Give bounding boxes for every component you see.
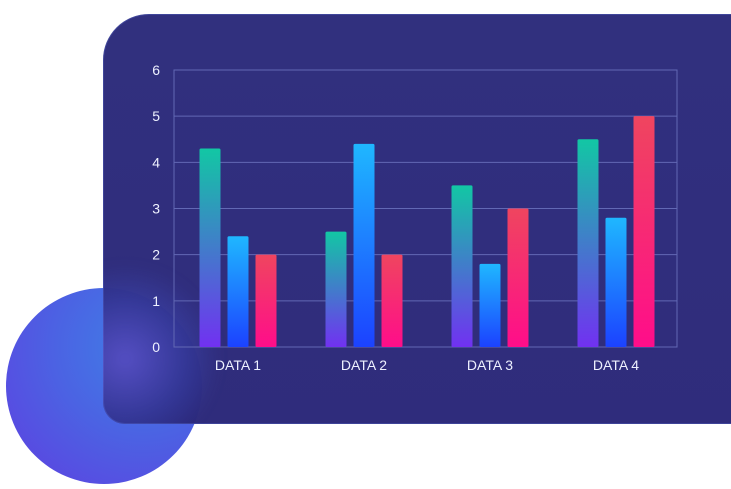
bars-layer <box>199 116 655 348</box>
bar-2-series-2 <box>353 143 375 347</box>
y-tick-label-5: 5 <box>152 108 160 124</box>
bar-1-series-2 <box>227 236 249 347</box>
bar-1-series-3 <box>255 254 277 347</box>
y-tick-label-4: 4 <box>152 154 160 170</box>
grid-layer <box>173 69 678 348</box>
axis-labels: 0 1 2 3 4 5 6 DATA 1 DATA 2 DATA 3 DATA 4 <box>152 62 639 373</box>
bar-3-series-2 <box>479 263 501 347</box>
x-tick-label-4: DATA 4 <box>593 357 639 373</box>
x-tick-label-2: DATA 2 <box>341 357 387 373</box>
y-tick-label-1: 1 <box>152 293 160 309</box>
x-tick-label-3: DATA 3 <box>467 357 513 373</box>
bar-3-series-1 <box>451 185 473 347</box>
y-tick-label-0: 0 <box>152 339 160 355</box>
bar-2-series-1 <box>325 231 347 347</box>
bar-4-series-3 <box>633 116 655 348</box>
bar-2-series-3 <box>381 254 403 347</box>
y-tick-label-6: 6 <box>152 62 160 78</box>
bar-4-series-1 <box>577 139 599 347</box>
y-tick-label-3: 3 <box>152 201 160 217</box>
y-tick-label-2: 2 <box>152 247 160 263</box>
bar-3-series-3 <box>507 208 529 347</box>
x-tick-label-1: DATA 1 <box>215 357 261 373</box>
bar-1-series-1 <box>199 148 221 347</box>
bar-4-series-2 <box>605 217 627 347</box>
